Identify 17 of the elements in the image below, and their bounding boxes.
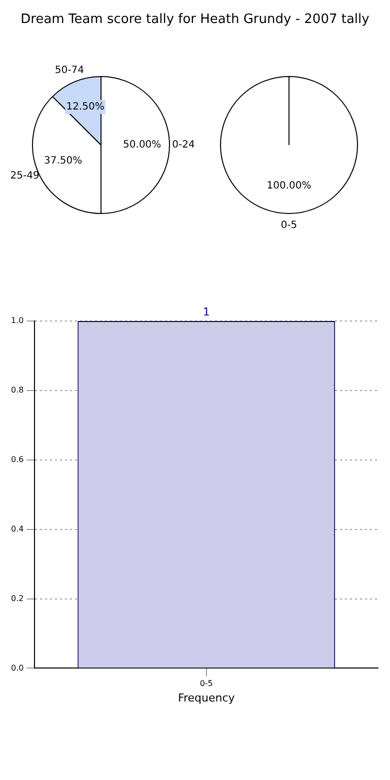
- slice-label: 25-49: [10, 170, 40, 182]
- y-tick-label: 0.0: [10, 663, 24, 672]
- y-tick-label: 0.8: [10, 386, 24, 395]
- slice-label: 0-24: [172, 140, 195, 151]
- data-label: 37.50%: [44, 155, 82, 166]
- y-tick-label: 0.6: [10, 454, 24, 464]
- slice-label: 0-5: [280, 220, 298, 232]
- data-label: 1: [202, 305, 210, 318]
- data-label: 12.50%: [66, 102, 104, 113]
- y-tick-label: 0.4: [10, 524, 24, 534]
- x-axis-title: Frequency: [178, 691, 236, 704]
- y-tick-label: 1.0: [10, 316, 24, 326]
- data-label: 50.00%: [123, 140, 162, 151]
- y-tick-label: 0.2: [10, 594, 24, 603]
- chart-title: Dream Team score tally for Heath Grundy - 2007 tally: [20, 12, 370, 27]
- data-label: 100.00%: [266, 180, 312, 192]
- slice-label: 50-74: [54, 65, 84, 76]
